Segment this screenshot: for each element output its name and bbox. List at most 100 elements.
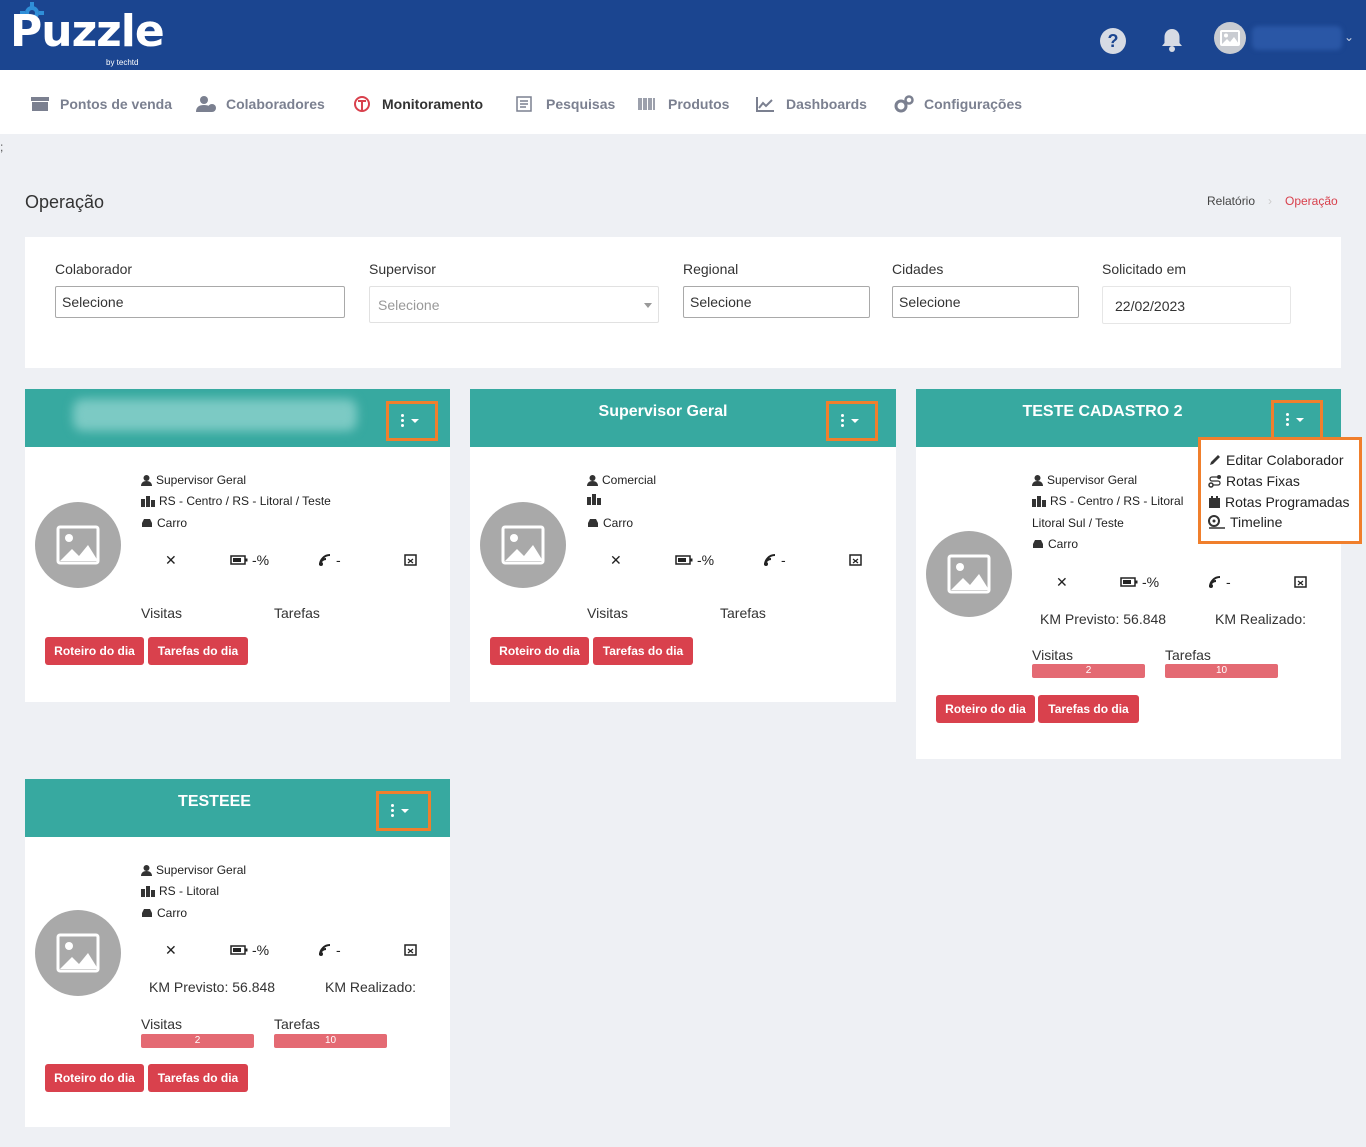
km-previsto: KM Previsto: 56.848 — [149, 979, 276, 995]
roteiro-do-dia-button[interactable]: Roteiro do dia — [490, 637, 589, 665]
tarefas-do-dia-button[interactable]: Tarefas do dia — [1038, 695, 1139, 723]
calendar-x-icon[interactable] — [1294, 575, 1307, 588]
caret-down-icon — [401, 809, 409, 813]
regions-text: RS - Litoral — [159, 884, 220, 898]
regions-line: RS - Centro / RS - Litoral / Teste — [141, 494, 331, 508]
collaborator-card: TESTE CADASTRO 2 Supervisor Geral RS - C… — [916, 389, 1341, 759]
battery-text: -% — [1142, 574, 1160, 590]
cidades-select[interactable]: Selecione — [892, 286, 1079, 318]
city-icon — [141, 495, 155, 507]
role-text: Comercial — [602, 473, 657, 487]
calendar-x-icon[interactable] — [404, 943, 417, 956]
colaborador-select[interactable]: Selecione — [55, 286, 345, 318]
menu-item-rotas-fixas[interactable]: Rotas Fixas — [1208, 473, 1300, 489]
user-name-redacted — [1252, 26, 1342, 50]
supervisor-label: Supervisor — [369, 261, 436, 277]
menu-item-editar-colaborador[interactable]: Editar Colaborador — [1208, 452, 1344, 468]
signal-icon — [1209, 576, 1221, 588]
card-name: TESTEEE — [178, 793, 251, 810]
collaborator-card: Supervisor Geral RS - Centro / RS - Lito… — [25, 389, 450, 702]
battery-icon — [675, 555, 693, 565]
calendar-x-icon[interactable] — [849, 553, 862, 566]
card-menu-button[interactable] — [826, 401, 878, 441]
menu-item-label: Rotas Fixas — [1226, 473, 1300, 489]
image-placeholder-icon — [56, 525, 100, 565]
app-logo[interactable]: Puzzle — [10, 6, 165, 57]
nav-item-dashboards[interactable]: Dashboards — [756, 94, 867, 114]
breadcrumb-item-relatorio[interactable]: Relatório — [1207, 194, 1256, 208]
logo-gear-icon — [20, 2, 44, 20]
vehicle-line: Carro — [141, 906, 187, 920]
nav-item-monitoramento[interactable]: Monitoramento — [352, 94, 483, 114]
notifications-bell-icon[interactable] — [1158, 26, 1186, 54]
signal-stat: - — [318, 552, 341, 568]
signal-icon — [319, 944, 331, 956]
nav-item-label: Configurações — [924, 96, 1023, 112]
visits-label: Visitas — [141, 605, 182, 621]
card-menu-button[interactable] — [1271, 400, 1323, 440]
visits-label: Visitas — [141, 1016, 182, 1032]
km-realizado: KM Realizado: — [325, 979, 417, 995]
card-header: Supervisor Geral — [470, 389, 896, 447]
nav-item-produtos[interactable]: Produtos — [638, 94, 729, 114]
tasks-label: Tarefas — [274, 605, 320, 621]
calendar-x-icon[interactable] — [404, 553, 417, 566]
card-menu-button[interactable] — [376, 791, 431, 831]
survey-icon — [516, 96, 532, 112]
signal-text: - — [781, 552, 786, 568]
battery-stat: -% — [675, 552, 714, 568]
vehicle-text: Carro — [603, 516, 634, 530]
km-previsto: KM Previsto: 56.848 — [1040, 611, 1167, 627]
user-tie-icon — [1032, 474, 1043, 486]
user-tie-icon — [141, 864, 152, 876]
battery-icon — [1120, 577, 1138, 587]
regions-line-continued: Litoral Sul / Teste — [1032, 516, 1124, 530]
menu-item-rotas-programadas[interactable]: Rotas Programadas — [1208, 494, 1350, 510]
signal-text: - — [1226, 574, 1231, 590]
status-x-icon: ✕ — [165, 942, 177, 958]
timeline-icon — [1208, 515, 1225, 529]
tarefas-do-dia-button[interactable]: Tarefas do dia — [593, 637, 693, 665]
regions-line — [587, 494, 605, 505]
user-menu[interactable]: ⌄ — [1214, 22, 1358, 54]
role-text: Supervisor Geral — [1047, 473, 1138, 487]
nav-item-pesquisas[interactable]: Pesquisas — [516, 94, 615, 114]
regions-line: RS - Centro / RS - Litoral — [1032, 494, 1183, 508]
user-avatar — [1214, 22, 1246, 54]
user-tie-icon — [587, 474, 598, 486]
filter-panel: Colaborador Selecione Supervisor Selecio… — [25, 237, 1341, 368]
nav-item-pontos-de-venda[interactable]: Pontos de venda — [30, 94, 172, 114]
visits-progress-bar: 2 — [141, 1034, 254, 1048]
tarefas-do-dia-button[interactable]: Tarefas do dia — [148, 1064, 248, 1092]
kebab-icon — [1286, 413, 1290, 427]
roteiro-do-dia-button[interactable]: Roteiro do dia — [45, 1064, 144, 1092]
role-text: Supervisor Geral — [156, 473, 247, 487]
nav-item-configuracoes[interactable]: Configurações — [894, 94, 1022, 114]
app-logo-subtitle: by techtd — [106, 58, 139, 67]
card-dropdown-menu: Editar Colaborador Rotas Fixas Rotas Pro… — [1198, 437, 1362, 544]
vehicle-text: Carro — [157, 906, 188, 920]
roteiro-do-dia-button[interactable]: Roteiro do dia — [936, 695, 1035, 723]
route-icon — [1208, 475, 1221, 488]
vehicle-text: Carro — [157, 516, 188, 530]
supervisor-select[interactable]: Selecione — [369, 286, 659, 323]
tarefas-do-dia-button[interactable]: Tarefas do dia — [148, 637, 248, 665]
calendar-icon — [1209, 495, 1220, 508]
image-placeholder-icon — [1220, 30, 1240, 46]
car-icon — [142, 519, 152, 527]
regional-select[interactable]: Selecione — [683, 286, 870, 318]
battery-text: -% — [252, 942, 270, 958]
help-button[interactable]: ? — [1100, 28, 1126, 54]
signal-stat: - — [763, 552, 786, 568]
battery-stat: -% — [230, 942, 269, 958]
menu-item-timeline[interactable]: Timeline — [1208, 514, 1282, 530]
monitor-logo-icon — [354, 96, 370, 112]
car-icon — [142, 909, 152, 917]
roteiro-do-dia-button[interactable]: Roteiro do dia — [45, 637, 144, 665]
solicitado-date-input[interactable]: 22/02/2023 — [1102, 286, 1291, 324]
tasks-progress-bar: 10 — [1165, 664, 1278, 678]
gears-icon — [894, 95, 914, 113]
top-bar: Puzzle by techtd ? ⌄ — [0, 0, 1366, 70]
nav-item-colaboradores[interactable]: Colaboradores — [196, 94, 325, 114]
card-menu-button[interactable] — [386, 401, 438, 441]
